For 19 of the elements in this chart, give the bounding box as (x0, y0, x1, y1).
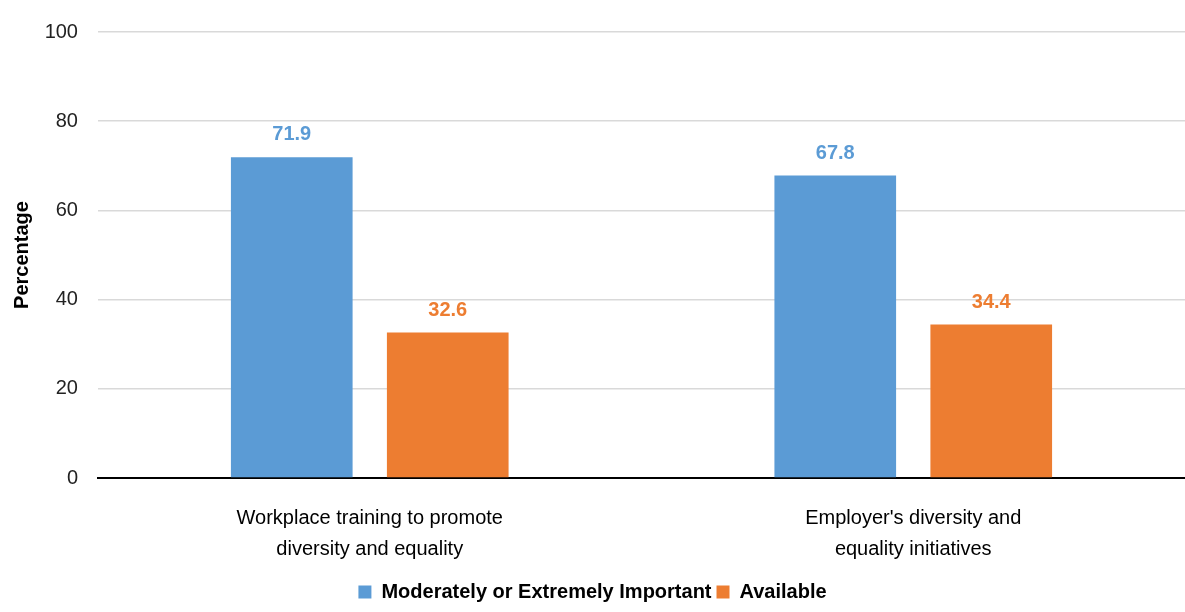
data-label: 32.6 (428, 297, 468, 320)
data-label: 71.9 (272, 122, 312, 145)
y-tick-label: 100 (44, 19, 78, 42)
bar (386, 332, 509, 478)
x-tick-label: Employer's diversity and equality initiatives (805, 506, 1022, 560)
y-tick-label: 20 (55, 376, 78, 399)
x-tick-label: Workplace training to promote diversity and equality (236, 506, 503, 560)
y-tick-label: 0 (66, 465, 78, 488)
y-tick-label: 80 (55, 108, 78, 131)
y-tick-label: 40 (55, 287, 78, 310)
y-tick-label: 60 (55, 197, 78, 220)
y-axis-title: Percentage (9, 201, 32, 309)
legend-label: Available (739, 579, 827, 602)
data-label: 67.8 (815, 140, 855, 163)
data-label: 34.4 (971, 289, 1012, 312)
bar (230, 157, 353, 478)
bar (930, 324, 1053, 478)
bar (774, 175, 897, 478)
legend-label: Moderately or Extremely Important (381, 579, 712, 602)
